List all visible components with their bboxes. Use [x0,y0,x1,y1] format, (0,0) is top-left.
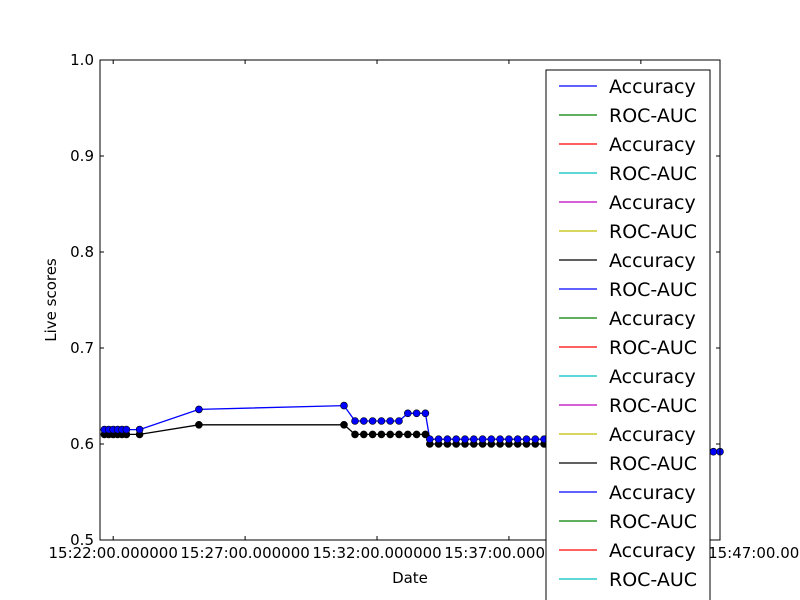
x-tick-label: 15:27:00.000000 [180,544,309,562]
y-tick-label: 0.6 [70,435,94,453]
legend-label: Accuracy [609,482,696,504]
data-point [505,435,513,444]
data-point [469,435,478,444]
data-point [377,417,386,425]
legend-label: Accuracy [609,424,696,446]
data-point [395,417,403,425]
legend-label: ROC-AUC [609,279,697,301]
data-point [351,430,359,439]
data-point [368,417,377,425]
data-point [135,425,144,434]
data-point [395,430,403,439]
legend-label: ROC-AUC [609,163,697,185]
legend-label: ROC-AUC [609,221,697,243]
legend-label: ROC-AUC [609,105,697,127]
x-tick-label: 15:22:00.000000 [48,544,177,562]
data-point [412,409,421,418]
data-point [359,417,368,425]
data-point [368,430,377,439]
y-axis-label: Live scores [42,258,60,342]
y-tick-label: 0.8 [70,243,94,261]
data-point [443,435,452,444]
plot-frame [99,59,721,541]
legend-label: Accuracy [609,250,696,272]
data-point [421,430,430,439]
legend-label: ROC-AUC [609,511,697,533]
y-tick-label: 0.7 [70,339,94,357]
data-point [386,430,395,439]
data-point [434,435,443,444]
data-point [403,430,412,439]
data-point [359,430,368,439]
data-point [122,425,131,434]
legend-label: ROC-AUC [609,569,697,591]
data-point [195,405,203,414]
y-tick-label: 1.0 [70,51,94,69]
legend-label: Accuracy [609,540,696,562]
data-point [351,417,359,425]
data-point [421,409,430,418]
legend-label: Accuracy [609,192,696,214]
data-point [195,420,203,429]
data-point [340,401,348,410]
legend-label: Accuracy [609,308,696,330]
data-point [513,435,522,444]
data-point [386,417,395,425]
data-point [522,435,531,444]
legend-label: ROC-AUC [609,337,697,359]
data-point [425,435,434,444]
y-tick-label: 0.5 [70,531,94,549]
x-tick-label: 15:32:00.000000 [312,544,441,562]
data-point [452,435,461,444]
data-point [487,435,496,444]
x-tick-label: 15:37:00.000000 [444,544,573,562]
x-axis-label: Date [392,569,428,587]
data-point [461,435,469,444]
data-point [709,447,718,456]
legend-label: ROC-AUC [609,395,697,417]
legend-label: Accuracy [609,134,696,156]
data-point [496,435,504,444]
legend-label: Accuracy [609,76,696,98]
data-point [412,430,421,439]
data-point [478,435,487,444]
legend-label: ROC-AUC [609,453,697,475]
data-point [531,435,540,444]
legend-box [545,69,711,600]
y-axis: 0.5 0.6 0.7 0.8 0.9 1.0 [70,51,720,549]
x-tick-label: 15:47:00.000000 [708,544,800,562]
y-tick-label: 0.9 [70,147,94,165]
data-point [377,430,386,439]
legend: Accuracy ROC-AUC Accuracy ROC-AUC Accuracy RO… [545,69,711,600]
legend-label: Accuracy [609,366,696,388]
data-point [340,420,348,429]
data-point [403,409,412,418]
